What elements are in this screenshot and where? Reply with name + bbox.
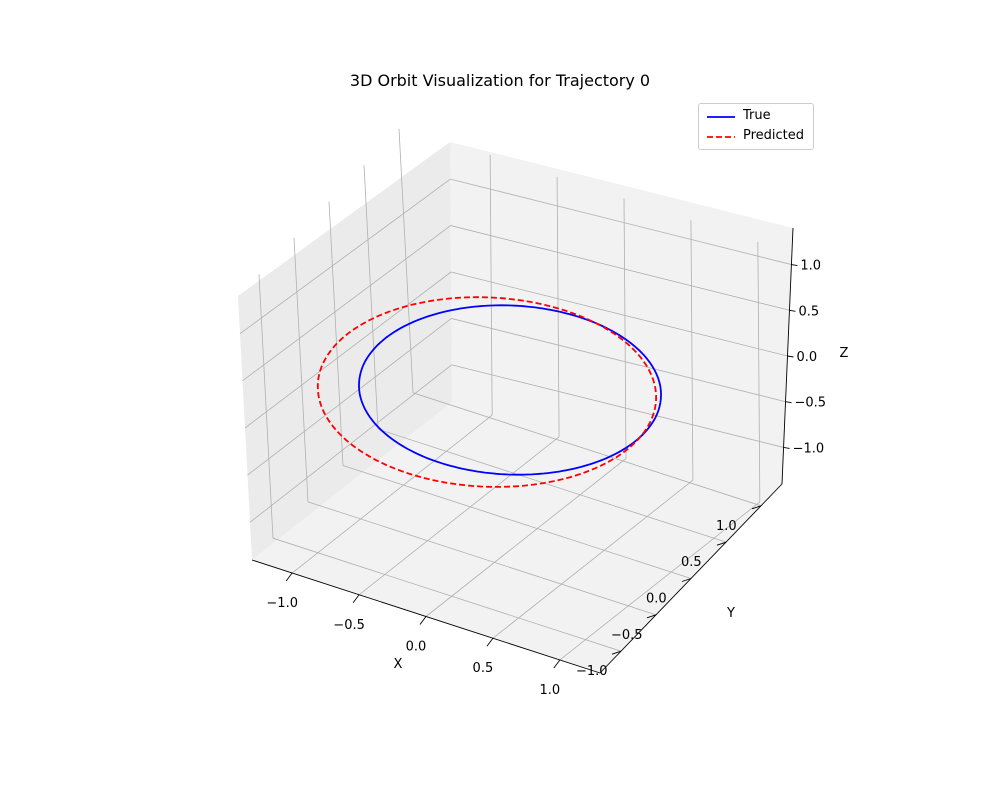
gridline-x-backwall	[556, 176, 560, 437]
gridline-x-backwall	[757, 241, 761, 502]
chart-title: 3D Orbit Visualization for Trajectory 0	[349, 71, 651, 90]
y-tick-label: 1.0	[716, 519, 737, 534]
z-tick	[783, 446, 790, 449]
gridline-x-floor	[492, 479, 694, 639]
gridline-y-floor	[272, 537, 622, 652]
z-tick-label: 1.0	[800, 259, 821, 274]
z-tick-label: −1.0	[793, 441, 825, 456]
y-axis-label: Y	[726, 606, 735, 621]
gridline-y-floor	[377, 428, 727, 543]
gridline-y-leftwall	[363, 165, 379, 430]
gridline-y-leftwall	[328, 201, 344, 466]
gridline-z-leftwall	[247, 318, 452, 476]
series-line-true	[358, 304, 662, 476]
legend-swatch-predicted	[707, 136, 735, 138]
z-tick	[787, 355, 794, 358]
gridline-z-backwall	[450, 225, 790, 311]
x-axis-label: X	[394, 657, 403, 672]
gridline-y-floor	[412, 392, 762, 507]
z-tick-label: −0.5	[795, 396, 827, 411]
gridline-y-leftwall	[293, 237, 309, 502]
gridline-z-backwall	[450, 271, 788, 357]
pane-back-wall	[450, 142, 793, 484]
y-tick	[681, 578, 692, 582]
gridline-x-floor	[425, 458, 627, 617]
x-tick-label: 0.0	[406, 640, 427, 655]
x-tick	[352, 594, 360, 604]
gridline-z-backwall	[450, 178, 792, 265]
y-tick	[646, 614, 657, 619]
legend-swatch-true	[707, 116, 735, 118]
x-tick-label: −1.0	[266, 596, 298, 611]
gridline-x-floor	[559, 501, 761, 661]
x-tick-label: 1.0	[539, 683, 560, 698]
gridline-y-leftwall	[398, 128, 414, 393]
gridline-x-backwall	[623, 198, 627, 459]
z-tick-label: 0.5	[799, 304, 820, 319]
x-tick	[419, 616, 427, 625]
gridline-x-backwall	[489, 155, 493, 416]
x-tick	[553, 659, 561, 669]
z-axis-label: Z	[840, 346, 849, 361]
series-line-predicted	[316, 296, 657, 488]
gridline-z-leftwall	[244, 271, 452, 429]
gridline-z-leftwall	[242, 225, 451, 382]
legend-label-true: True	[743, 108, 771, 123]
x-tick-label: −0.5	[333, 618, 365, 633]
gridline-x-floor	[291, 414, 493, 574]
z-tick	[789, 309, 796, 312]
x-tick-label: 0.5	[473, 661, 494, 676]
x-tick	[285, 572, 293, 582]
gridline-z-leftwall	[239, 178, 451, 335]
y-tick-label: 0.5	[681, 555, 702, 570]
z-tick	[785, 401, 792, 404]
pane-left-wall	[238, 142, 452, 560]
legend: True Predicted	[698, 103, 814, 150]
x-tick	[486, 637, 494, 647]
gridline-y-floor	[342, 465, 692, 579]
z-tick-label: 0.0	[797, 350, 818, 365]
gridline-z-leftwall	[249, 364, 452, 523]
y-tick-label: −1.0	[576, 664, 608, 679]
gridline-z-backwall	[451, 364, 784, 448]
y-tick	[716, 541, 727, 546]
legend-label-predicted: Predicted	[743, 128, 805, 143]
gridline-x-backwall	[690, 220, 694, 481]
y-tick-label: 0.0	[646, 592, 667, 607]
gridline-x-floor	[358, 436, 560, 596]
y-tick	[611, 650, 622, 655]
gridline-y-floor	[307, 501, 657, 616]
y-tick	[751, 505, 762, 510]
z-tick	[791, 264, 798, 267]
gridline-z-backwall	[451, 318, 786, 403]
y-tick-label: −0.5	[611, 628, 643, 643]
